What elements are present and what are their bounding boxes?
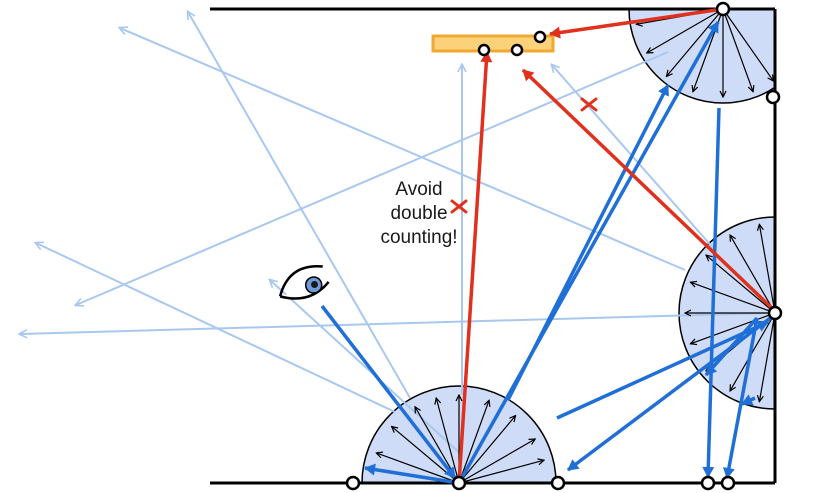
path-vertex xyxy=(451,475,467,491)
path-vertex xyxy=(765,89,781,105)
path-vertex xyxy=(533,30,547,44)
annotation-line-2: double xyxy=(390,203,448,224)
sample-arrow xyxy=(458,400,489,484)
rejected-ray-group xyxy=(457,7,779,484)
faded-ray xyxy=(20,312,771,334)
faded-ray xyxy=(76,51,669,305)
faded-ray xyxy=(270,280,463,456)
faded-ray xyxy=(552,65,716,251)
path-vertex-group xyxy=(345,1,783,491)
path-ray xyxy=(556,320,769,420)
path-vertex xyxy=(345,475,361,491)
sample-arrow xyxy=(690,312,776,344)
rejected-ray xyxy=(521,68,779,315)
path-vertex xyxy=(477,43,491,57)
sample-arrow xyxy=(759,312,776,402)
faded-ray xyxy=(120,28,686,271)
sample-arrow xyxy=(722,8,773,81)
sample-arrow xyxy=(647,8,724,53)
sample-arrow xyxy=(458,460,544,484)
sample-arrow xyxy=(458,416,516,484)
path-vertex xyxy=(715,1,731,17)
sample-arrow xyxy=(759,224,776,314)
path-vertex xyxy=(510,43,524,57)
sample-arrow xyxy=(690,282,776,314)
faded-ray-group xyxy=(20,12,771,456)
sample-arrow xyxy=(458,439,535,484)
faded-ray xyxy=(188,12,411,399)
annotation-avoid-double-counting: Avoid double counting! xyxy=(360,178,478,250)
rejected-ray xyxy=(457,51,493,484)
sample-arrow xyxy=(666,8,724,76)
path-vertex xyxy=(700,475,716,491)
rejected-ray xyxy=(549,7,724,39)
sample-arrow xyxy=(730,235,776,314)
area-light-icon xyxy=(431,34,555,53)
path-ray-group xyxy=(320,21,779,485)
path-ray xyxy=(741,394,756,406)
path-vertex xyxy=(720,475,736,491)
cross-mark-icon xyxy=(450,199,468,214)
path-vertex xyxy=(767,305,783,321)
annotation-line-1: Avoid xyxy=(395,179,443,200)
sample-arrow xyxy=(722,8,753,92)
path-ray xyxy=(506,84,670,401)
path-ray xyxy=(457,21,720,484)
path-ray xyxy=(320,304,457,480)
sample-arrow xyxy=(706,255,776,314)
path-ray xyxy=(566,311,779,472)
path-ray xyxy=(702,107,721,478)
path-ray xyxy=(364,463,460,485)
hemisphere-top-right xyxy=(628,9,775,104)
path-vertex xyxy=(550,475,566,491)
eye-icon xyxy=(278,265,330,300)
faded-ray xyxy=(36,243,396,413)
cross-mark-icon xyxy=(580,97,598,112)
annotation-line-3: counting! xyxy=(380,227,458,248)
room-walls xyxy=(210,7,777,485)
path-ray xyxy=(704,316,759,377)
